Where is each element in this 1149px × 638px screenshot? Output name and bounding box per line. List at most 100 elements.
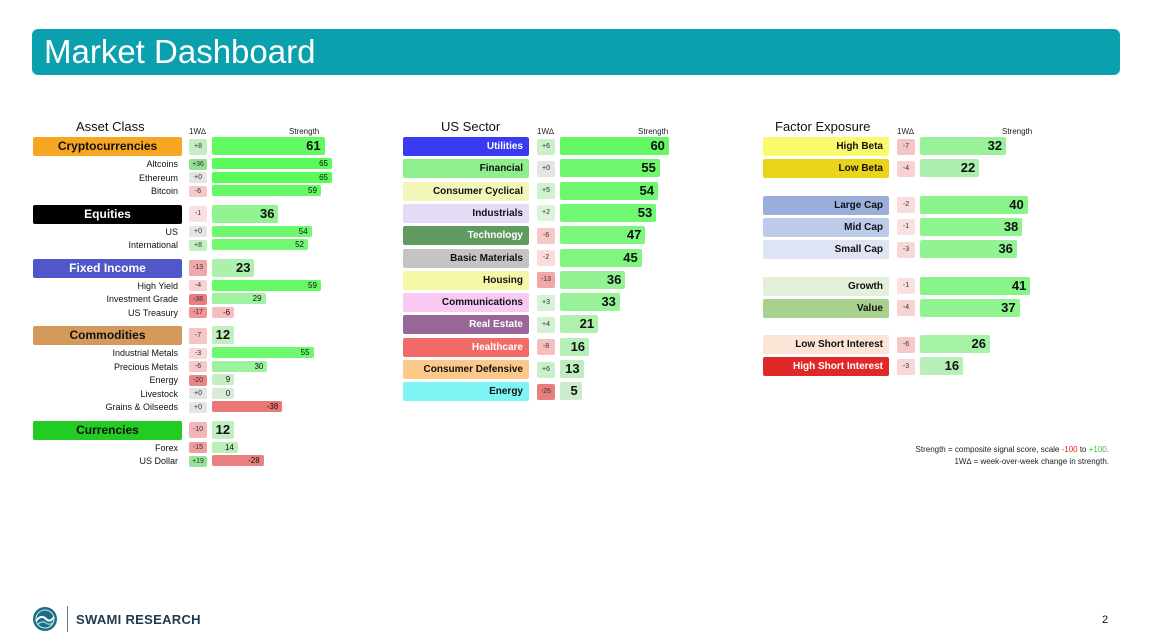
change-badge: -6 (897, 336, 915, 353)
table-row: Value -4 37 (763, 298, 1105, 318)
table-row: Industrials +2 53 (403, 203, 688, 223)
strength-bar (212, 420, 235, 439)
row-label: Equities (33, 204, 182, 224)
change-badge: -13 (537, 272, 555, 289)
list-item: US Dollar +19 -28 (33, 455, 342, 467)
strength-bar (560, 382, 582, 401)
list-item: Ethereum +0 65 (33, 171, 342, 184)
panel-title: Asset Class (76, 119, 145, 134)
strength-value: 59 (308, 186, 317, 195)
strength-bar (212, 225, 312, 237)
change-badge: -6 (189, 185, 207, 197)
strength-value: 12 (215, 327, 231, 342)
strength-bar (920, 357, 964, 376)
strength-bar (920, 298, 1020, 317)
row-label: Technology (403, 226, 529, 246)
row-label: Small Cap (763, 240, 889, 260)
strength-value: -28 (248, 456, 260, 465)
column-header-change: 1W∆ (189, 127, 206, 136)
strength-value: 14 (224, 442, 234, 452)
change-badge: -4 (189, 280, 207, 291)
strength-value: 23 (235, 259, 251, 275)
table-row: Housing -13 36 (403, 270, 688, 290)
change-badge: +8 (189, 138, 207, 155)
strength-bar (212, 441, 238, 453)
list-item: Altcoins +36 65 (33, 158, 342, 170)
change-badge: -13 (189, 260, 207, 276)
page-title: Market Dashboard (44, 33, 316, 70)
change-badge: +19 (189, 455, 207, 467)
list-item: International +8 52 (33, 239, 342, 251)
table-row: Consumer Cyclical +5 54 (403, 181, 688, 201)
strength-value: 9 (225, 375, 231, 384)
change-badge: +2 (537, 205, 555, 222)
change-badge: -1 (189, 206, 207, 222)
change-badge: +6 (537, 138, 555, 155)
change-badge: -2 (897, 197, 915, 214)
change-badge: -4 (897, 160, 915, 177)
list-item: Energy -20 9 (33, 374, 342, 386)
strength-bar (212, 204, 279, 223)
strength-value: 12 (215, 421, 231, 437)
strength-bar (560, 159, 660, 178)
strength-value: 61 (306, 138, 321, 153)
strength-bar (560, 360, 584, 378)
change-badge: -7 (189, 327, 207, 344)
us-sector-panel: US Sector 1W∆ Strength Utilities +6 60 Financi… (403, 118, 703, 408)
change-badge: +0 (189, 401, 207, 413)
strength-bar (560, 226, 646, 245)
row-label: Livestock (140, 388, 178, 399)
strength-value: 21 (579, 316, 595, 332)
strength-bar (212, 401, 283, 412)
column-header-strength: Strength (1002, 127, 1033, 136)
strength-value: 54 (639, 182, 655, 198)
strength-bar (920, 195, 1028, 214)
strength-value: 52 (295, 240, 304, 249)
strength-value: 55 (641, 160, 656, 176)
change-badge: +5 (537, 183, 555, 200)
change-badge: -20 (189, 374, 207, 386)
strength-value: 65 (319, 172, 328, 182)
table-row: Small Cap -3 36 (763, 240, 1105, 260)
strength-value: -38 (266, 402, 279, 411)
change-note: 1W∆ = week-over-week change in strength. (954, 457, 1109, 466)
row-label: Large Cap (763, 195, 889, 215)
list-item: Bitcoin -6 59 (33, 185, 342, 197)
strength-value: 53 (637, 204, 653, 220)
strength-value: 0 (225, 388, 231, 398)
strength-bar (212, 360, 268, 372)
strength-bar (212, 347, 314, 358)
strength-bar (920, 137, 1007, 155)
row-label: Ethereum (138, 172, 178, 183)
strength-value: 16 (570, 338, 586, 354)
strength-bar (560, 337, 590, 356)
row-label: Healthcare (403, 337, 529, 357)
strength-bar (560, 137, 669, 155)
strength-bar (212, 293, 266, 304)
row-label: Industrials (403, 203, 529, 223)
table-row: Low Short Interest -6 26 (763, 335, 1105, 355)
row-label: Energy (149, 375, 178, 385)
table-row: Consumer Defensive +6 13 (403, 360, 688, 379)
strength-value: 36 (998, 241, 1013, 257)
strength-bar (212, 258, 255, 277)
strength-bar (560, 270, 626, 289)
list-item: US +0 54 (33, 225, 342, 238)
change-badge: +3 (537, 294, 555, 311)
change-badge: -3 (897, 241, 915, 258)
strength-bar (212, 239, 308, 250)
list-item: Livestock +0 0 (33, 387, 342, 400)
strength-bar (920, 159, 980, 178)
row-label: US (165, 226, 178, 237)
brand-name: SWAMI RESEARCH (76, 612, 201, 627)
row-label: Mid Cap (763, 217, 889, 237)
change-badge: +0 (189, 388, 207, 399)
strength-bar (560, 293, 620, 312)
change-badge: -1 (897, 278, 915, 294)
strength-value: 5 (570, 383, 578, 399)
strength-value: 60 (650, 138, 665, 153)
strength-bar (920, 276, 1031, 295)
row-label: Low Short Interest (763, 335, 889, 355)
strength-value: 37 (1001, 299, 1016, 315)
strength-value: 55 (300, 348, 310, 357)
